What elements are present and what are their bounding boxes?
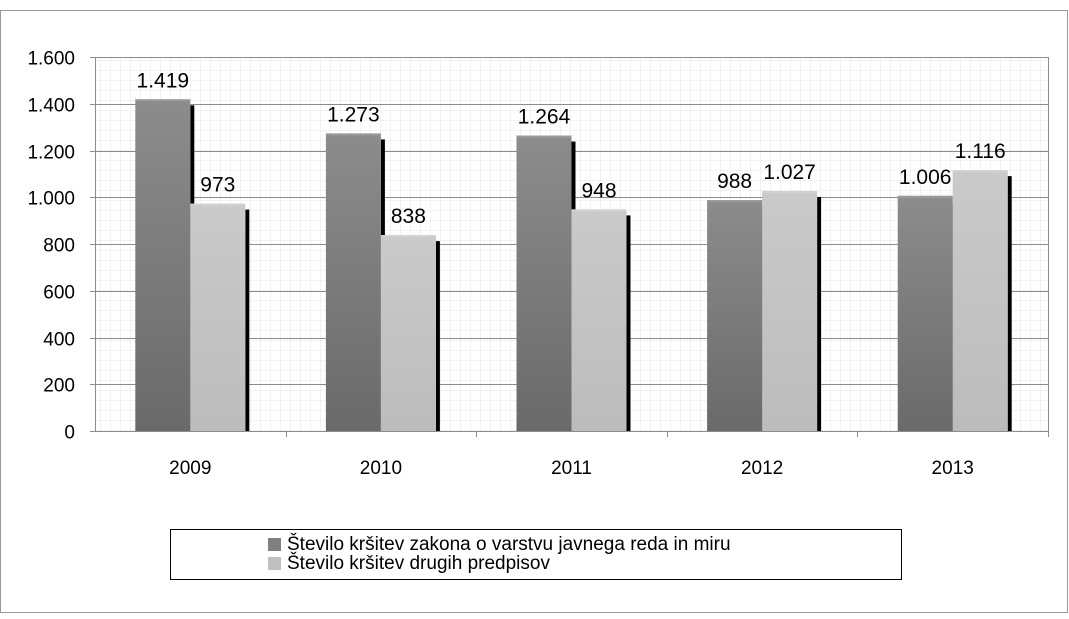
data-label: 1.273 xyxy=(327,103,380,126)
bar-top xyxy=(325,133,381,136)
legend-box xyxy=(170,529,902,580)
x-tick-label: 2011 xyxy=(551,458,592,479)
y-tick-label: 600 xyxy=(43,283,75,304)
bar-shadow xyxy=(245,209,250,431)
y-tick-label: 1.200 xyxy=(27,143,75,164)
legend-swatch-2 xyxy=(268,557,281,570)
bar-top xyxy=(190,203,246,206)
bar-top xyxy=(707,200,763,203)
y-tick-label: 200 xyxy=(43,376,75,397)
bar-top xyxy=(952,170,1008,173)
data-label: 988 xyxy=(717,170,752,193)
bar-top xyxy=(516,135,572,138)
bar-top xyxy=(380,235,436,238)
bar-1-2010 xyxy=(325,133,381,431)
bar-shadow xyxy=(1007,176,1012,431)
bar-top xyxy=(762,190,818,193)
y-tick-label: 1.000 xyxy=(27,189,75,210)
bar-1-2011 xyxy=(516,135,572,432)
y-tick-label: 1.400 xyxy=(27,96,75,117)
x-tick-label: 2009 xyxy=(169,458,211,479)
bar-1-2012 xyxy=(707,200,763,431)
bar-1-2009 xyxy=(135,99,191,431)
legend-swatch-1 xyxy=(268,538,281,551)
bar-shadow xyxy=(626,215,631,431)
y-tick-label: 0 xyxy=(64,423,75,444)
data-label: 1.027 xyxy=(763,161,816,184)
y-tick-label: 800 xyxy=(43,236,75,257)
bar-1-2013 xyxy=(897,195,953,431)
data-label: 948 xyxy=(581,179,616,202)
bar-2-2009 xyxy=(190,203,246,431)
x-tick-label: 2012 xyxy=(741,458,783,479)
bar-shadow xyxy=(435,241,440,431)
data-label: 1.419 xyxy=(137,69,190,92)
legend-label-1: Število kršitev zakona o varstvu javnega… xyxy=(287,533,731,555)
x-tick-label: 2013 xyxy=(932,458,974,479)
y-tick-label: 1.600 xyxy=(27,49,75,70)
y-tick-label: 400 xyxy=(43,330,75,351)
data-label: 838 xyxy=(391,205,426,228)
data-label: 1.264 xyxy=(518,106,571,129)
data-label: 973 xyxy=(200,174,235,197)
data-label: 1.006 xyxy=(899,166,952,189)
bar-2-2010 xyxy=(380,235,436,431)
legend-label-2: Število kršitev drugih predpisov xyxy=(287,552,550,574)
bar-2-2013 xyxy=(952,170,1008,431)
x-tick-label: 2010 xyxy=(360,458,402,479)
bar-top xyxy=(571,209,627,212)
data-label: 1.116 xyxy=(955,140,1006,163)
bar-2-2012 xyxy=(762,190,818,431)
bar-shadow xyxy=(817,196,822,431)
bar-top xyxy=(135,99,191,102)
bar-top xyxy=(897,195,953,198)
bar-2-2011 xyxy=(571,209,627,431)
